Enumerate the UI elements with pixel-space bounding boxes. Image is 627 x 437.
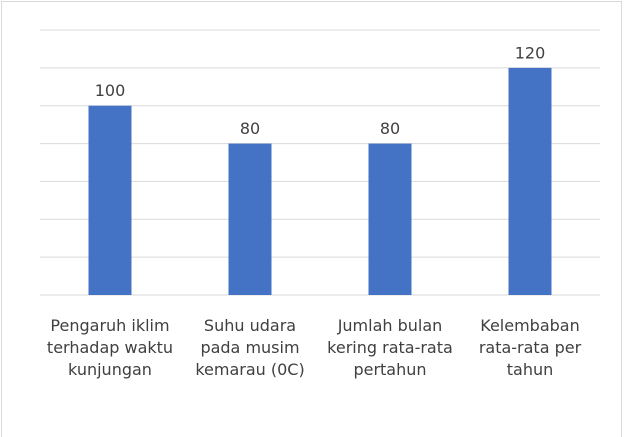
x-tick-label: Pengaruh iklim terhadap waktu kunjungan [46,316,174,379]
data-label: 80 [240,119,260,138]
x-tick-label: Kelembaban rata-rata per tahun [478,316,582,379]
x-tick-label: Suhu udara pada musim kemarau (0C) [195,316,305,379]
bar [508,67,552,295]
data-label: 100 [95,81,126,100]
bar [368,143,412,295]
bar [228,143,272,295]
x-tick-label: Jumlah bulan kering rata-rata pertahun [327,316,453,379]
data-label: 120 [515,43,546,62]
data-label: 80 [380,119,400,138]
bar [88,105,132,295]
